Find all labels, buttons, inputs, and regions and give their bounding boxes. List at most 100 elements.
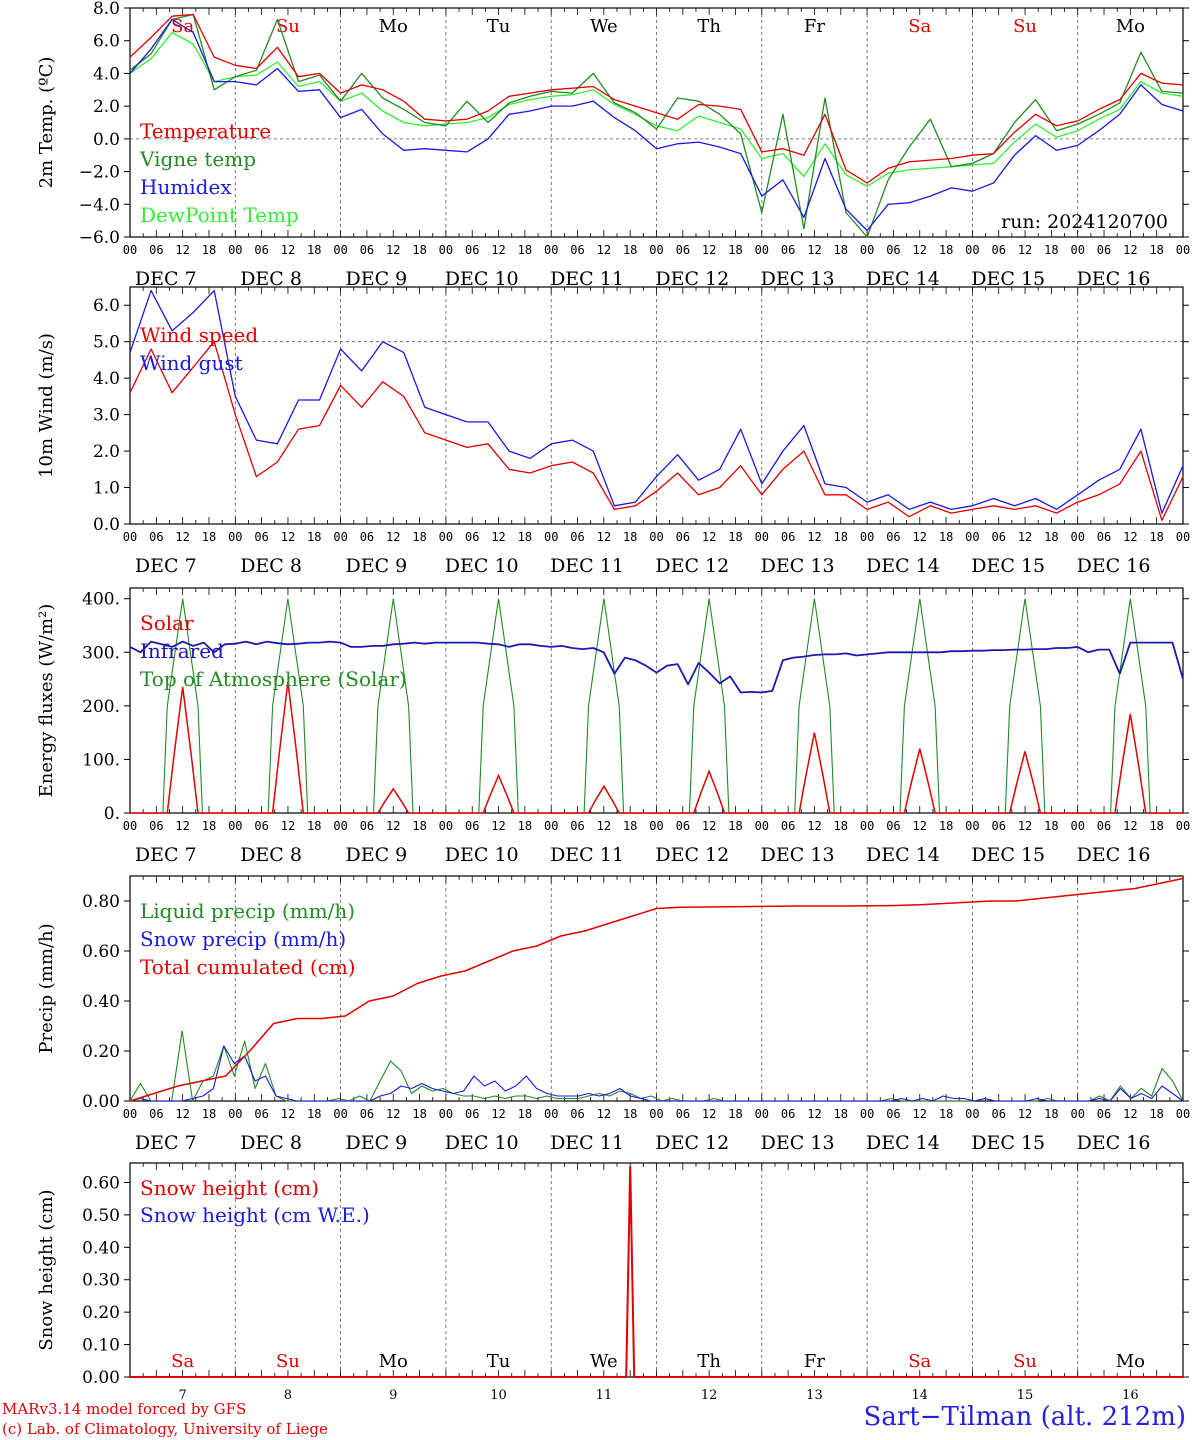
y-tick-label: 0.20 [82, 1042, 120, 1062]
hour-label: 06 [1097, 1107, 1111, 1121]
legend-entry: Liquid precip (mm/h) [140, 899, 355, 923]
legend-entry: Snow height (cm W.E.) [140, 1203, 370, 1227]
date-label: DEC 12 [655, 1132, 729, 1154]
legend-entry: Wind speed [140, 323, 258, 347]
date-label: DEC 14 [866, 268, 940, 290]
hour-label: 00 [544, 243, 558, 257]
hour-label: 06 [991, 819, 1005, 833]
hour-label: 18 [834, 819, 848, 833]
date-label: 8 [284, 1388, 292, 1400]
hour-label: 00 [333, 243, 347, 257]
hour-label: 12 [913, 530, 927, 544]
hour-label: 00 [755, 530, 769, 544]
hour-label: 18 [834, 1107, 848, 1121]
hour-label: 00 [333, 1107, 347, 1121]
date-label: DEC 13 [761, 555, 835, 577]
date-label: DEC 9 [346, 1132, 408, 1154]
date-label: DEC 10 [445, 1132, 519, 1154]
date-label: DEC 16 [1077, 1132, 1151, 1154]
hour-label: 12 [807, 1107, 821, 1121]
date-label: DEC 10 [445, 844, 519, 866]
date-label: 14 [911, 1388, 928, 1400]
weekday-label: Th [697, 1351, 721, 1372]
date-label: DEC 11 [550, 268, 624, 290]
date-label: DEC 8 [240, 844, 302, 866]
y-tick-label: 300. [82, 643, 120, 663]
hour-label: 12 [281, 243, 295, 257]
hour-label: 06 [781, 1107, 795, 1121]
hour-label: 18 [307, 530, 321, 544]
hour-label: 00 [860, 819, 874, 833]
y-tick-label: 100. [82, 750, 120, 770]
hour-label: 18 [307, 819, 321, 833]
hour-label: 06 [570, 530, 584, 544]
weekday-label: Th [697, 16, 721, 37]
hour-label: 06 [254, 243, 268, 257]
legend-entry: Snow precip (mm/h) [140, 927, 346, 951]
hour-label: 06 [1097, 819, 1111, 833]
hour-label: 18 [1044, 530, 1058, 544]
legend-entry: Temperature [140, 119, 271, 143]
hour-label: 06 [360, 1107, 374, 1121]
date-label: DEC 7 [135, 555, 197, 577]
hour-label: 18 [1149, 243, 1163, 257]
hour-label: 12 [175, 819, 189, 833]
hour-label: 12 [491, 1107, 505, 1121]
y-tick-label: 0.30 [82, 1271, 120, 1291]
hour-label: 00 [123, 1107, 137, 1121]
hour-label: 18 [939, 243, 953, 257]
hour-label: 06 [465, 1107, 479, 1121]
date-label: DEC 13 [761, 268, 835, 290]
hour-label: 12 [1123, 819, 1137, 833]
hour-label: 00 [439, 819, 453, 833]
hour-label: 12 [1018, 243, 1032, 257]
hour-label: 12 [597, 243, 611, 257]
y-tick-label: 4.0 [93, 369, 120, 389]
hour-label: 12 [1123, 243, 1137, 257]
hour-label: 06 [676, 530, 690, 544]
hour-label: 00 [228, 819, 242, 833]
hour-label: 18 [623, 530, 637, 544]
hour-label: 12 [175, 530, 189, 544]
hour-label: 12 [491, 530, 505, 544]
legend-entry: Snow height (cm) [140, 1176, 319, 1200]
date-label: DEC 15 [971, 555, 1045, 577]
hour-label: 00 [228, 1107, 242, 1121]
date-label: 16 [1122, 1388, 1139, 1400]
date-label: DEC 11 [550, 844, 624, 866]
hour-label: 06 [149, 243, 163, 257]
hour-label: 00 [965, 819, 979, 833]
date-label: DEC 15 [971, 844, 1045, 866]
legend-entry: Infrared [140, 639, 224, 663]
lab-credit: (c) Lab. of Climatology, University of L… [2, 1420, 328, 1438]
weekday-label: Mo [1116, 1351, 1145, 1372]
hour-label: 06 [886, 530, 900, 544]
legend-entry: Vigne temp [139, 147, 256, 171]
series-line-infrared [129, 640, 1184, 694]
y-axis-label: Energy fluxes (W/m²) [36, 604, 57, 798]
date-label: DEC 10 [445, 268, 519, 290]
weekday-label: We [590, 16, 618, 37]
date-label: DEC 16 [1077, 844, 1151, 866]
hour-label: 06 [465, 243, 479, 257]
hour-label: 00 [965, 243, 979, 257]
hour-label: 18 [412, 243, 426, 257]
date-label: DEC 8 [240, 1132, 302, 1154]
hour-label: 18 [202, 819, 216, 833]
y-tick-label: −4.0 [79, 195, 120, 215]
hour-label: 00 [1070, 243, 1084, 257]
hour-label: 18 [939, 530, 953, 544]
hour-label: 06 [991, 1107, 1005, 1121]
hour-label: 06 [149, 530, 163, 544]
hour-label: 18 [1149, 1107, 1163, 1121]
weekday-label: Sa [908, 16, 931, 37]
hour-label: 06 [465, 530, 479, 544]
date-label: DEC 15 [971, 1132, 1045, 1154]
date-label: DEC 9 [346, 555, 408, 577]
hour-label: 12 [1018, 1107, 1032, 1121]
weekday-label: Sa [171, 1351, 194, 1372]
run-annotation: run: 2024120700 [1001, 211, 1168, 233]
hour-label: 12 [386, 819, 400, 833]
hour-label: 06 [149, 819, 163, 833]
date-label: DEC 10 [445, 555, 519, 577]
